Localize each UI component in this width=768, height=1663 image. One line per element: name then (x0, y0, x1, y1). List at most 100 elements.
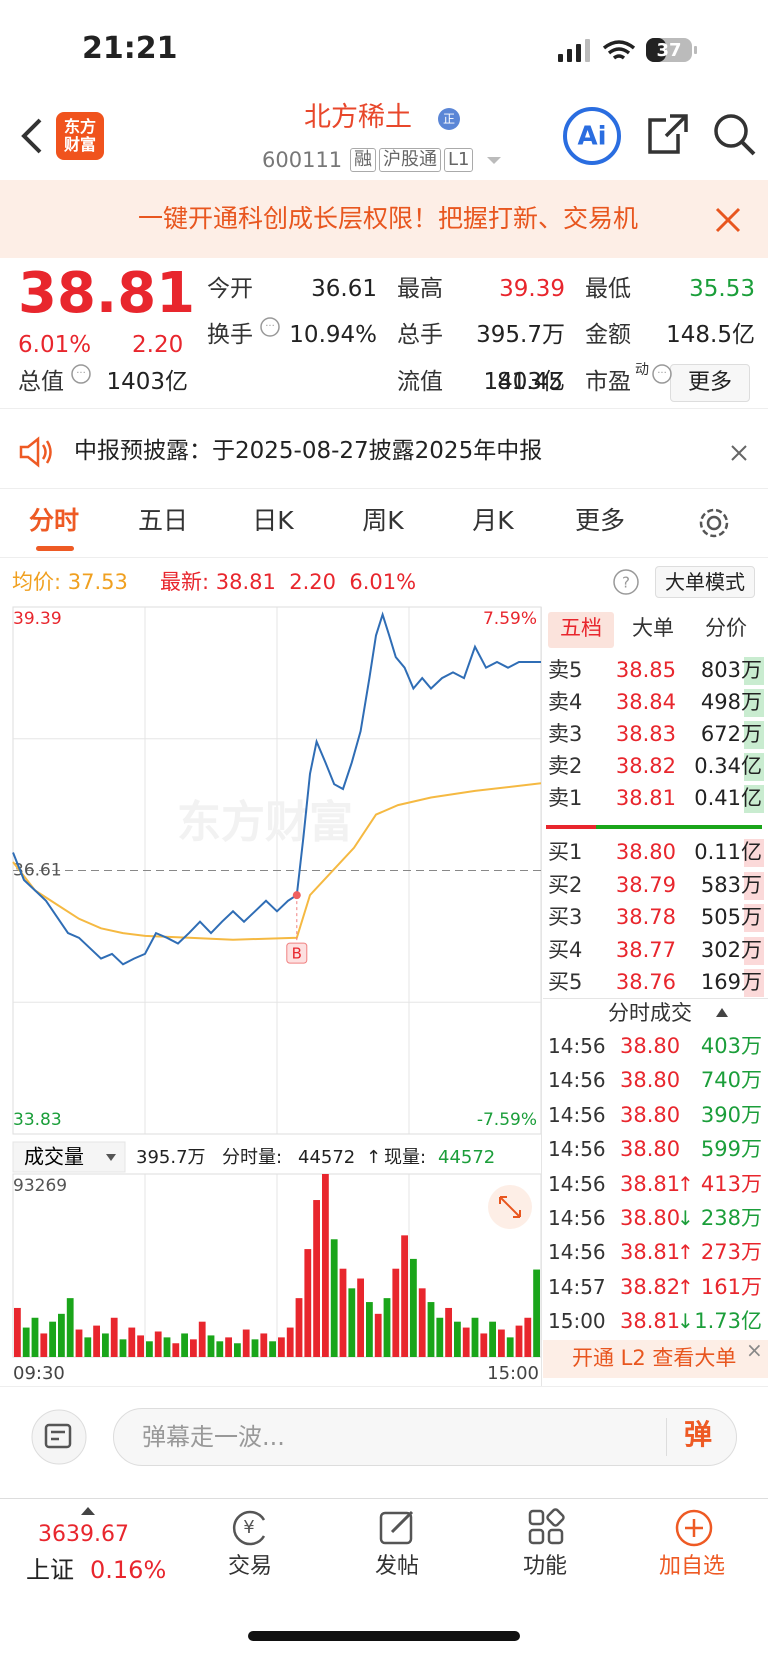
close[interactable] (730, 444, 748, 462)
y-tick-label: 33.83 (13, 1110, 62, 1130)
dropdown[interactable] (486, 156, 502, 166)
tab[interactable]: 月K (472, 506, 514, 535)
zoom-icon (499, 1196, 521, 1218)
field-label: 流值 (397, 369, 443, 395)
volume-button (12, 1141, 126, 1173)
level-bg (744, 936, 764, 965)
volume-bar (207, 1335, 215, 1357)
tab[interactable]: 日K (252, 506, 294, 535)
level-volume: 505万 (700, 905, 762, 929)
level-price: 38.83 (615, 722, 676, 746)
trades-title: 分时成交 (608, 1001, 692, 1025)
trade-price: 38.80 (620, 1206, 681, 1230)
share[interactable] (646, 112, 690, 156)
book-tab[interactable]: 大单 (632, 616, 674, 640)
field-value: 81.45 (497, 369, 563, 395)
volume-bar (251, 1339, 259, 1357)
price: 38.81 (18, 261, 196, 326)
level-bg (744, 689, 764, 717)
volume-bar (401, 1235, 408, 1357)
field-value: 1403亿 (483, 369, 565, 395)
index-change[interactable]: 0.16% (90, 1556, 167, 1584)
field-label: 市盈 (585, 369, 631, 395)
trade-volume: 390万 (700, 1102, 762, 1127)
func-icon (528, 1508, 565, 1545)
l2-bg[interactable] (543, 1340, 768, 1378)
info-icon[interactable]: ··· (651, 363, 673, 385)
settings[interactable] (697, 506, 731, 540)
level-price: 38.80 (615, 840, 676, 864)
mode-button[interactable]: 大单模式 (655, 566, 755, 598)
level-bg (744, 657, 764, 685)
trade-price: 38.80 (620, 1034, 681, 1058)
tab[interactable]: 五日 (137, 506, 188, 535)
index-name[interactable]: 上证 (26, 1556, 74, 1584)
level-volume: 803万 (700, 658, 762, 682)
send-button[interactable]: 弹 (684, 1418, 713, 1451)
volume-bar (436, 1317, 444, 1357)
stock-name: 北方稀土 (304, 102, 412, 133)
time: 21:21 (82, 31, 178, 66)
ai-button[interactable]: Ai (562, 106, 622, 166)
book-split-red (546, 825, 596, 829)
volume-bar (181, 1333, 188, 1357)
tab-item[interactable]: 发帖 (374, 1554, 419, 1579)
banner[interactable] (0, 180, 768, 258)
volume-bar (163, 1337, 171, 1357)
trade-icon: ¥ (232, 1510, 266, 1546)
level-price: 38.81 (615, 786, 676, 810)
l2-text[interactable]: 开通 L2 查看大单 (572, 1346, 737, 1370)
info-icon[interactable]: ··· (70, 363, 92, 385)
avg-value: 37.53 (67, 570, 128, 594)
danmaku-toggle[interactable] (30, 1408, 88, 1466)
notice-text[interactable]: 中报预披露：于2025-08-27披露2025年中报 (74, 438, 543, 464)
tab[interactable]: 周K (362, 506, 404, 535)
pct-label: -7.59% (477, 1110, 537, 1130)
field-value: 395.7万 (476, 322, 565, 348)
trade-time: 14:56 (548, 1206, 606, 1230)
level-bg (744, 904, 764, 932)
tab-item[interactable]: 交易 (227, 1554, 272, 1579)
x-label: 15:00 (487, 1363, 539, 1384)
trade-price: 38.82 (620, 1274, 681, 1299)
close[interactable] (714, 206, 742, 234)
ai-label: Ai (577, 122, 606, 152)
volume-bar (295, 1298, 303, 1357)
volume-bar (216, 1341, 224, 1357)
trade-dir: ↑ (677, 1240, 694, 1265)
tab[interactable]: 更多 (574, 506, 625, 535)
comment-input[interactable] (113, 1408, 737, 1466)
volume-bar (278, 1337, 285, 1357)
volume-bar (234, 1343, 241, 1357)
book-tab[interactable]: 分价 (705, 616, 747, 640)
back[interactable] (16, 116, 46, 156)
index-value[interactable]: 3639.67 (38, 1522, 129, 1547)
trade-volume: 238万 (700, 1206, 762, 1230)
more-button[interactable]: 更多 (670, 364, 750, 402)
volume-label: 成交量 (24, 1145, 84, 1169)
banner-text[interactable]: 一键开通科创成长层权限！把握打新、交易机 (138, 206, 639, 231)
trade-price: 38.81 (620, 1240, 681, 1265)
level-label: 卖5 (548, 658, 583, 682)
help[interactable]: ? (612, 568, 640, 596)
y-tick-label: 39.39 (13, 609, 62, 629)
field-label: 换手 (207, 322, 253, 348)
tab[interactable]: 分时 (28, 506, 79, 535)
level-price: 38.85 (615, 658, 676, 682)
level-volume: 0.34亿 (694, 754, 762, 778)
level-volume: 498万 (700, 690, 762, 714)
info-icon[interactable]: ··· (259, 316, 281, 338)
trade-volume: 1.73亿 (694, 1309, 762, 1334)
level-bg (744, 839, 764, 867)
tab-item[interactable]: 功能 (522, 1554, 567, 1579)
search[interactable] (712, 112, 758, 158)
battery: 37 (656, 40, 681, 61)
level-volume: 0.11亿 (694, 840, 762, 864)
field-value: 10.94% (289, 322, 377, 348)
volume-bar (383, 1298, 391, 1357)
tag: 融 (350, 148, 376, 172)
tab-item[interactable]: 加自选 (658, 1554, 725, 1579)
book-tab[interactable]: 五档 (560, 616, 602, 640)
level-price: 38.78 (615, 905, 676, 929)
